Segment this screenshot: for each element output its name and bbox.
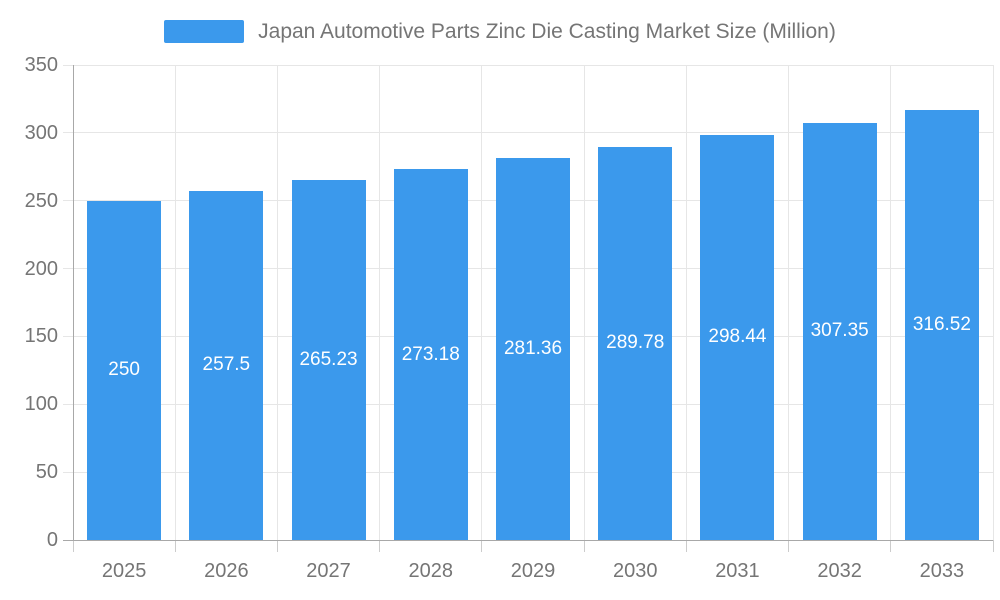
bar-value-label: 265.23 [299,349,358,371]
x-axis-tick [379,540,381,552]
bar[interactable] [496,158,570,540]
x-axis-tick [583,540,585,552]
x-axis-tick-label: 2025 [101,560,147,582]
bar-value-label: 281.36 [503,338,563,360]
x-axis-tick [788,540,790,552]
bar-value-label: 316.52 [912,314,971,336]
y-axis-tick-label: 250 [24,189,58,212]
bar-value-label: 307.35 [810,320,869,342]
legend[interactable]: Japan Automotive Parts Zinc Die Casting … [0,18,1000,45]
x-axis-tick [685,540,687,552]
bar[interactable] [904,110,979,540]
x-gridline [788,65,790,540]
y-axis-tick-label: 350 [24,54,58,76]
x-gridline [174,65,176,540]
x-gridline [276,65,278,540]
x-gridline [379,65,381,540]
bar[interactable] [802,122,877,540]
y-gridline [63,132,993,134]
x-gridline [992,65,994,540]
y-axis-tick-label: 50 [35,461,58,484]
y-axis-tick-label: 0 [46,529,58,551]
x-gridline [685,65,687,540]
x-axis-tick-label: 2033 [919,560,965,582]
bar[interactable] [189,190,264,540]
x-axis-tick-label: 2026 [204,560,249,582]
bar[interactable] [700,134,775,540]
bar-value-label: 289.78 [606,332,665,354]
x-axis-tick-label: 2028 [408,560,454,582]
x-axis-tick-label: 2032 [817,560,862,582]
bar[interactable] [87,200,162,540]
x-axis-tick [992,540,994,552]
x-gridline [481,65,483,540]
x-axis-tick [72,540,74,552]
y-gridline [63,64,993,66]
x-gridline [890,65,892,540]
x-axis-tick [890,540,892,552]
x-axis-tick [481,540,483,552]
y-axis-line [72,65,74,540]
legend-swatch [164,20,245,43]
y-axis-tick-label: 200 [24,257,58,280]
bar-value-label: 250 [108,359,140,381]
x-axis-tick-label: 2031 [715,560,760,582]
bar[interactable] [598,146,673,540]
y-axis-tick-label: 300 [24,121,58,144]
y-axis-tick-label: 150 [24,325,58,348]
y-axis-tick-label: 100 [24,393,58,416]
bar[interactable] [393,169,468,540]
x-gridline [583,65,585,540]
x-axis-tick-label: 2030 [612,560,658,582]
x-axis-line [63,539,993,541]
x-axis-tick-label: 2027 [306,560,351,582]
x-axis-tick [276,540,278,552]
bar[interactable] [291,180,366,540]
bar-value-label: 273.18 [401,343,460,365]
chart-title: Japan Automotive Parts Zinc Die Casting … [258,20,836,43]
bar-value-label: 257.5 [202,354,251,376]
x-axis-tick [174,540,176,552]
bar-value-label: 298.44 [708,326,767,348]
x-axis-tick-label: 2029 [510,560,556,582]
